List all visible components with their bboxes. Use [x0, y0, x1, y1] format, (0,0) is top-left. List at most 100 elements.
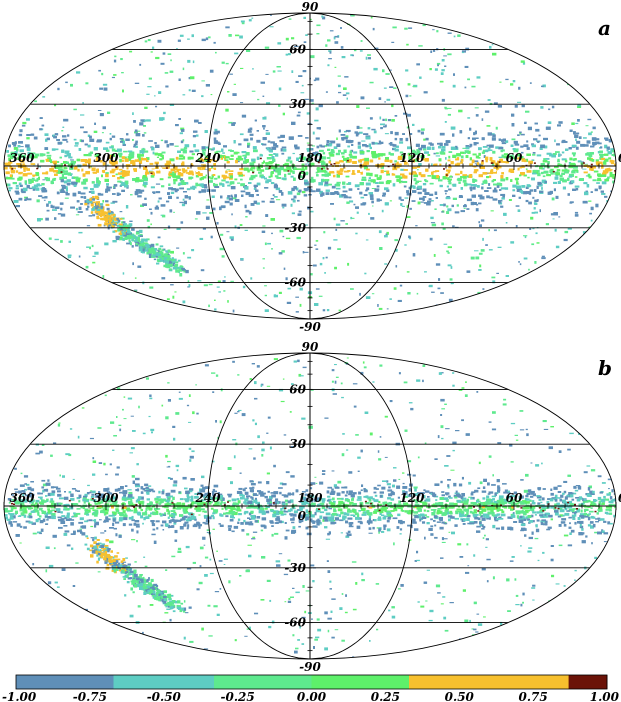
emission-pixel — [475, 155, 480, 159]
emission-pixel — [470, 184, 475, 187]
emission-pixel — [291, 383, 294, 385]
emission-pixel — [603, 161, 607, 165]
emission-pixel — [23, 168, 26, 172]
emission-pixel — [121, 72, 124, 74]
emission-pixel — [562, 179, 567, 183]
emission-pixel — [148, 250, 152, 254]
emission-pixel — [120, 233, 124, 237]
emission-pixel — [110, 214, 115, 216]
emission-pixel — [239, 224, 243, 226]
emission-pixel — [368, 212, 370, 215]
emission-pixel — [202, 152, 206, 156]
emission-pixel — [369, 172, 373, 177]
emission-pixel — [588, 132, 592, 136]
emission-pixel — [224, 200, 230, 204]
emission-pixel — [220, 233, 224, 236]
emission-pixel — [437, 64, 439, 67]
emission-pixel — [99, 87, 103, 90]
emission-pixel — [134, 240, 138, 242]
emission-pixel — [97, 223, 102, 227]
emission-pixel — [488, 183, 491, 186]
emission-pixel — [104, 217, 108, 221]
emission-pixel — [532, 152, 536, 154]
emission-pixel — [134, 142, 138, 146]
emission-pixel — [500, 149, 503, 153]
emission-pixel — [61, 184, 66, 187]
emission-pixel — [167, 249, 171, 253]
emission-pixel — [335, 152, 340, 156]
emission-pixel — [214, 299, 216, 301]
emission-pixel — [448, 178, 452, 181]
emission-pixel — [476, 162, 480, 166]
emission-pixel — [96, 201, 100, 204]
emission-pixel — [358, 127, 363, 129]
emission-pixel — [131, 160, 135, 164]
emission-pixel — [234, 639, 237, 642]
emission-pixel — [435, 170, 440, 172]
emission-pixel — [225, 176, 231, 179]
emission-pixel — [13, 167, 16, 170]
emission-pixel — [26, 134, 31, 136]
emission-pixel — [28, 178, 32, 182]
emission-pixel — [331, 185, 336, 189]
emission-pixel — [338, 84, 341, 88]
emission-pixel — [256, 194, 259, 196]
emission-pixel — [492, 179, 496, 181]
emission-pixel — [214, 151, 218, 154]
emission-pixel — [530, 216, 534, 220]
emission-pixel — [505, 161, 509, 164]
emission-pixel — [67, 163, 71, 166]
emission-pixel — [259, 157, 262, 160]
emission-pixel — [108, 210, 112, 213]
emission-pixel — [128, 240, 132, 243]
emission-pixel — [67, 173, 71, 176]
emission-pixel — [512, 148, 516, 151]
emission-pixel — [533, 189, 537, 192]
emission-pixel — [264, 309, 269, 312]
emission-pixel — [481, 160, 484, 162]
emission-pixel — [487, 165, 492, 170]
emission-pixel — [525, 186, 529, 189]
emission-pixel — [417, 456, 420, 459]
emission-pixel — [312, 152, 317, 155]
emission-pixel — [105, 190, 108, 193]
emission-pixel — [129, 154, 133, 158]
emission-pixel — [182, 300, 186, 304]
emission-pixel — [214, 177, 218, 180]
emission-pixel — [567, 474, 571, 477]
emission-pixel — [173, 165, 178, 169]
emission-pixel — [322, 257, 325, 260]
emission-pixel — [199, 158, 203, 160]
emission-pixel — [221, 148, 224, 152]
emission-pixel — [417, 165, 421, 168]
emission-pixel — [591, 168, 594, 171]
emission-pixel — [473, 184, 477, 187]
emission-pixel — [119, 168, 123, 171]
emission-pixel — [336, 170, 340, 174]
emission-pixel — [422, 196, 427, 198]
emission-pixel — [99, 213, 102, 218]
emission-pixel — [604, 195, 608, 198]
emission-pixel — [458, 181, 461, 184]
emission-pixel — [204, 157, 209, 161]
emission-pixel — [291, 121, 296, 125]
emission-pixel — [436, 62, 441, 65]
emission-pixel — [315, 171, 318, 174]
emission-pixel — [304, 224, 308, 226]
emission-pixel — [26, 168, 30, 171]
emission-pixel — [484, 534, 486, 537]
emission-pixel — [166, 298, 170, 300]
emission-pixel — [45, 171, 49, 175]
panel-a-lat-label: 60 — [289, 42, 306, 56]
emission-pixel — [75, 214, 80, 216]
emission-pixel — [122, 221, 126, 224]
emission-pixel — [6, 183, 10, 187]
emission-pixel — [575, 122, 579, 125]
emission-pixel — [389, 200, 392, 202]
emission-pixel — [437, 142, 442, 145]
emission-pixel — [96, 183, 100, 187]
emission-pixel — [460, 210, 465, 213]
emission-pixel — [166, 160, 171, 164]
emission-pixel — [536, 242, 540, 244]
emission-pixel — [45, 160, 51, 162]
